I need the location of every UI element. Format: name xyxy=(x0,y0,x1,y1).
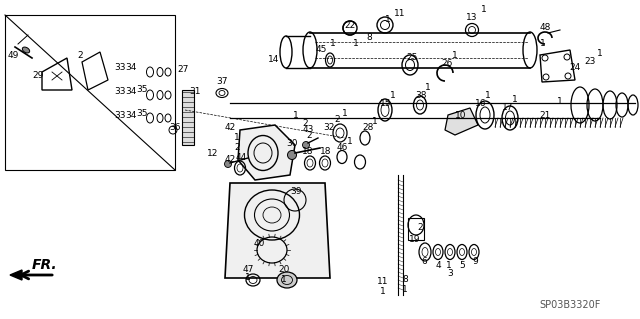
Text: 1: 1 xyxy=(597,49,603,58)
Text: 23: 23 xyxy=(584,57,596,66)
Text: FR.: FR. xyxy=(32,258,58,272)
Polygon shape xyxy=(238,125,295,180)
Text: 34: 34 xyxy=(125,110,137,120)
Text: 32: 32 xyxy=(323,122,335,131)
Text: 2: 2 xyxy=(234,143,240,152)
Polygon shape xyxy=(445,108,478,135)
Text: 1: 1 xyxy=(390,92,396,100)
Text: 2: 2 xyxy=(417,224,423,233)
Text: 38: 38 xyxy=(415,92,427,100)
Text: 1: 1 xyxy=(485,91,491,100)
Text: 10: 10 xyxy=(455,112,467,121)
Text: 11: 11 xyxy=(394,10,406,19)
Ellipse shape xyxy=(277,272,297,288)
Ellipse shape xyxy=(22,47,29,53)
Text: 39: 39 xyxy=(291,188,301,197)
Text: 6: 6 xyxy=(421,257,427,266)
Text: 1: 1 xyxy=(353,40,359,48)
Text: 49: 49 xyxy=(7,50,19,60)
Text: 14: 14 xyxy=(268,56,280,64)
Text: 25: 25 xyxy=(406,53,418,62)
Bar xyxy=(182,90,194,145)
Text: 42: 42 xyxy=(225,155,236,165)
Ellipse shape xyxy=(303,142,310,149)
Text: 40: 40 xyxy=(253,239,265,248)
Text: 4: 4 xyxy=(435,262,441,271)
Text: 2: 2 xyxy=(77,50,83,60)
Text: 13: 13 xyxy=(467,12,477,21)
Text: 20: 20 xyxy=(278,265,290,275)
Text: 15: 15 xyxy=(380,99,392,108)
Text: 29: 29 xyxy=(32,70,44,79)
Text: 1: 1 xyxy=(452,51,458,61)
Text: 34: 34 xyxy=(125,63,137,72)
Text: 1: 1 xyxy=(540,40,546,48)
Text: 1: 1 xyxy=(481,5,487,14)
Text: 33: 33 xyxy=(115,112,125,121)
Text: 31: 31 xyxy=(189,87,201,97)
Polygon shape xyxy=(225,183,330,278)
Text: 42: 42 xyxy=(225,123,236,132)
Polygon shape xyxy=(10,270,22,280)
Text: 16: 16 xyxy=(476,99,487,108)
Text: 18: 18 xyxy=(302,147,314,157)
Text: 1: 1 xyxy=(293,112,299,121)
Text: 36: 36 xyxy=(169,123,180,132)
Text: 37: 37 xyxy=(216,78,228,86)
Text: SP03B3320F: SP03B3320F xyxy=(540,300,601,310)
Text: 35: 35 xyxy=(136,108,148,117)
Text: 48: 48 xyxy=(540,23,550,32)
Text: 1: 1 xyxy=(512,95,518,105)
Text: 1: 1 xyxy=(446,262,452,271)
Text: 44: 44 xyxy=(236,152,246,161)
Text: 2: 2 xyxy=(306,130,312,139)
Text: 17: 17 xyxy=(502,103,514,113)
Text: 21: 21 xyxy=(540,110,550,120)
Text: 18: 18 xyxy=(320,147,332,157)
Text: 1: 1 xyxy=(347,137,353,145)
Text: 33: 33 xyxy=(115,87,125,97)
Text: 46: 46 xyxy=(336,144,348,152)
Text: 9: 9 xyxy=(472,257,478,266)
Text: 34: 34 xyxy=(125,87,137,97)
Text: 19: 19 xyxy=(409,234,420,243)
Text: 1: 1 xyxy=(402,285,408,293)
Text: 2: 2 xyxy=(302,120,308,129)
Text: 8: 8 xyxy=(366,33,372,42)
Text: 1: 1 xyxy=(281,275,287,284)
Text: 1: 1 xyxy=(380,286,386,295)
Text: 3: 3 xyxy=(447,269,453,278)
Text: 8: 8 xyxy=(402,276,408,285)
Text: 5: 5 xyxy=(459,262,465,271)
Text: 2: 2 xyxy=(334,115,340,124)
Text: 1: 1 xyxy=(372,116,378,125)
Text: 43: 43 xyxy=(302,125,314,135)
Text: 33: 33 xyxy=(115,63,125,72)
Text: 1: 1 xyxy=(557,98,563,107)
Text: 1: 1 xyxy=(342,108,348,117)
Text: 1: 1 xyxy=(234,133,240,143)
Text: 27: 27 xyxy=(177,65,189,75)
Text: 1: 1 xyxy=(385,16,391,25)
Text: 28: 28 xyxy=(362,123,374,132)
Bar xyxy=(408,218,424,240)
Text: 30: 30 xyxy=(286,138,298,147)
Text: 26: 26 xyxy=(442,60,452,69)
Text: 35: 35 xyxy=(136,85,148,94)
Text: 1: 1 xyxy=(245,273,251,283)
Text: 47: 47 xyxy=(243,264,253,273)
Text: 45: 45 xyxy=(316,46,326,55)
Ellipse shape xyxy=(287,151,296,160)
Text: 12: 12 xyxy=(207,149,219,158)
Text: 1: 1 xyxy=(330,40,336,48)
Text: 24: 24 xyxy=(570,63,580,72)
Text: 1: 1 xyxy=(425,84,431,93)
Text: 22: 22 xyxy=(344,20,356,29)
Ellipse shape xyxy=(225,160,232,167)
Text: 11: 11 xyxy=(377,278,388,286)
